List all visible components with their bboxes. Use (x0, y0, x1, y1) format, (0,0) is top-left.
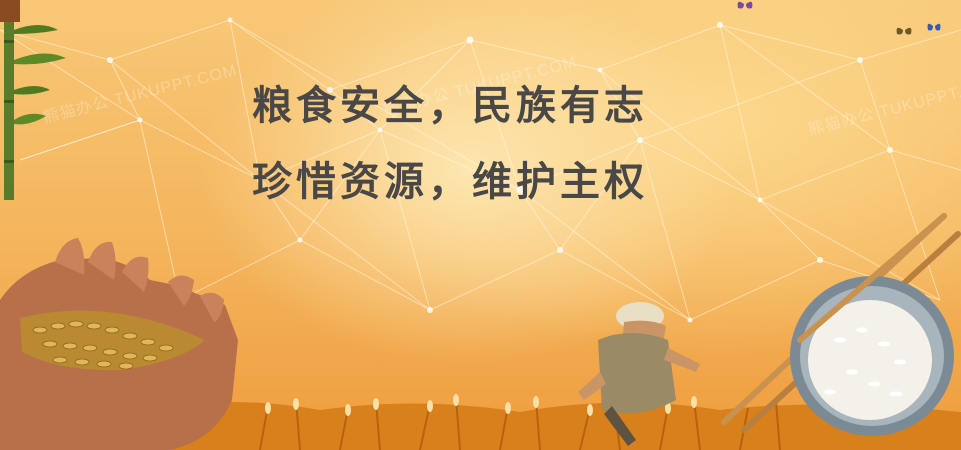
rice-in-hands-icon (0, 238, 238, 450)
headline-line-1: 粮食安全，民族有志 (252, 83, 648, 129)
bamboo-icon (0, 0, 66, 200)
rice-bowl-icon (790, 213, 954, 436)
farmer-icon (578, 302, 700, 446)
butterfly-icon (737, 1, 941, 35)
headline: 粮食安全，民族有志 珍惜资源，维护主权 (252, 82, 648, 206)
headline-line-2: 珍惜资源，维护主权 (252, 159, 648, 205)
